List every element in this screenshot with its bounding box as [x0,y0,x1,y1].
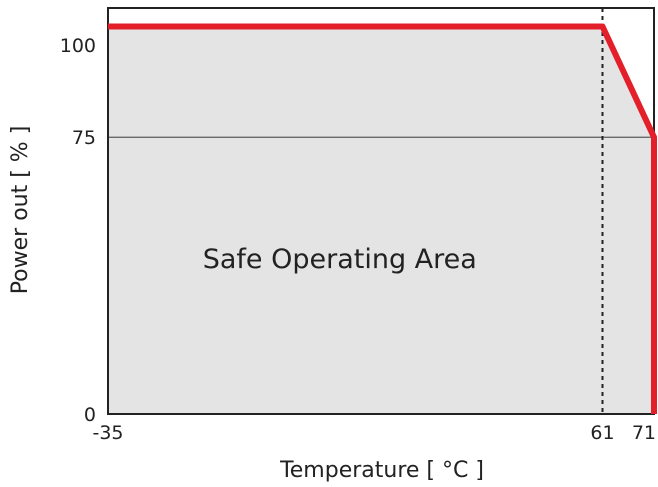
safe-area-label: Safe Operating Area [203,244,477,275]
x-axis-title: Temperature [ °C ] [279,458,484,483]
y-tick-label: 75 [72,127,96,149]
y-tick-label: 0 [84,404,96,426]
x-tick-label: 61 [590,422,614,444]
safe-area-fill [108,26,654,414]
x-tick-label: 71 [632,422,656,444]
derating-curve [108,23,657,414]
y-tick-label: 100 [60,35,96,57]
y-axis-title: Power out [ % ] [8,126,33,295]
x-tick-label: -35 [92,422,123,444]
